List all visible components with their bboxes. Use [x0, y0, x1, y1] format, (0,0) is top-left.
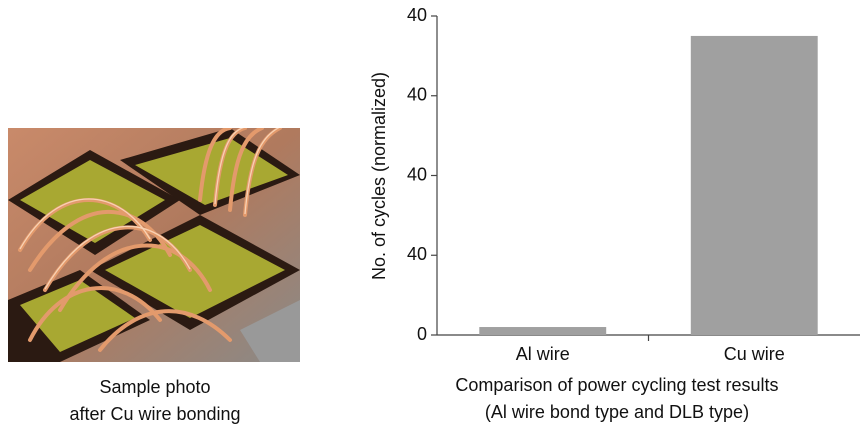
- page: Sample photo after Cu wire bonding No. o…: [0, 0, 861, 429]
- y-tick-label: 40: [407, 85, 427, 105]
- photo-caption: Sample photo: [99, 377, 210, 397]
- photo-caption: after Cu wire bonding: [69, 404, 240, 424]
- y-axis-label: No. of cycles (normalized): [369, 72, 389, 280]
- y-tick-label: 40: [407, 5, 427, 25]
- sample-photo: [8, 127, 300, 362]
- bar: [479, 327, 606, 335]
- y-tick-label: 40: [407, 164, 427, 184]
- chart-title: (Al wire bond type and DLB type): [485, 402, 749, 422]
- y-tick-label: 40: [407, 244, 427, 264]
- chart-title: Comparison of power cycling test results: [455, 375, 778, 395]
- bar: [691, 36, 818, 335]
- y-tick-label: 0: [417, 324, 427, 344]
- x-tick-label: Cu wire: [724, 344, 785, 364]
- x-tick-label: Al wire: [516, 344, 570, 364]
